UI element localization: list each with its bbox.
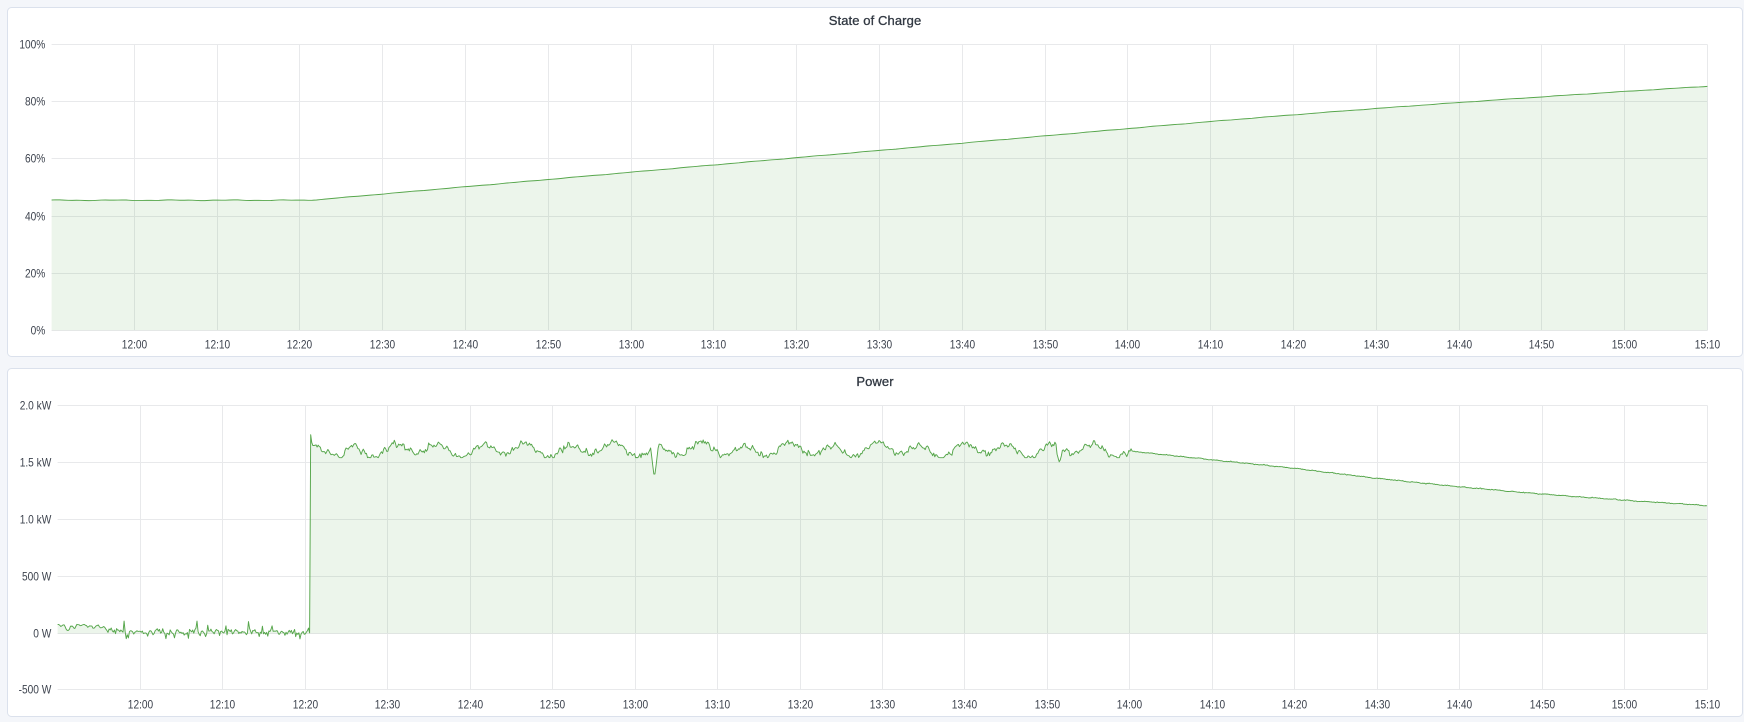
svg-text:State of Charge: State of Charge [829,13,922,28]
svg-text:0%: 0% [31,324,46,338]
svg-text:14:40: 14:40 [1447,698,1473,712]
svg-text:2.0 kW: 2.0 kW [20,399,52,413]
svg-text:13:30: 13:30 [870,698,896,712]
svg-text:14:50: 14:50 [1529,337,1555,351]
svg-text:13:10: 13:10 [705,698,731,712]
svg-text:14:30: 14:30 [1365,698,1391,712]
svg-text:12:20: 12:20 [293,698,319,712]
svg-text:14:20: 14:20 [1281,337,1307,351]
svg-text:20%: 20% [25,267,46,281]
svg-text:12:40: 12:40 [458,698,484,712]
svg-text:14:00: 14:00 [1117,698,1143,712]
svg-text:13:10: 13:10 [701,337,727,351]
svg-text:13:20: 13:20 [784,337,810,351]
svg-text:500 W: 500 W [22,570,52,584]
svg-text:12:20: 12:20 [287,337,313,351]
svg-text:14:10: 14:10 [1198,337,1224,351]
svg-text:13:40: 13:40 [952,698,978,712]
svg-text:12:50: 12:50 [540,698,566,712]
svg-text:1.5 kW: 1.5 kW [20,456,52,470]
svg-text:12:10: 12:10 [210,698,236,712]
svg-text:0 W: 0 W [33,627,52,641]
svg-text:14:10: 14:10 [1200,698,1226,712]
svg-text:Power: Power [856,374,894,389]
svg-text:12:10: 12:10 [205,337,231,351]
svg-text:13:30: 13:30 [867,337,893,351]
svg-text:15:10: 15:10 [1695,337,1721,351]
svg-text:12:50: 12:50 [536,337,562,351]
svg-text:-500 W: -500 W [19,683,52,697]
svg-text:13:40: 13:40 [950,337,976,351]
svg-text:12:00: 12:00 [128,698,154,712]
svg-text:15:10: 15:10 [1695,698,1721,712]
svg-text:13:00: 13:00 [623,698,649,712]
svg-text:12:30: 12:30 [370,337,396,351]
svg-text:13:20: 13:20 [788,698,814,712]
svg-text:15:00: 15:00 [1612,337,1638,351]
svg-text:14:00: 14:00 [1115,337,1141,351]
svg-text:80%: 80% [25,95,46,109]
svg-text:12:00: 12:00 [122,337,148,351]
svg-text:14:30: 14:30 [1364,337,1390,351]
svg-text:13:50: 13:50 [1035,698,1061,712]
svg-text:13:50: 13:50 [1033,337,1059,351]
svg-text:12:30: 12:30 [375,698,401,712]
svg-text:100%: 100% [19,38,45,52]
svg-text:14:50: 14:50 [1530,698,1556,712]
svg-text:1.0 kW: 1.0 kW [20,513,52,527]
svg-text:15:00: 15:00 [1612,698,1638,712]
svg-text:40%: 40% [25,210,46,224]
svg-text:60%: 60% [25,152,46,166]
svg-text:13:00: 13:00 [619,337,645,351]
svg-text:12:40: 12:40 [453,337,479,351]
svg-text:14:40: 14:40 [1447,337,1473,351]
svg-text:14:20: 14:20 [1282,698,1308,712]
